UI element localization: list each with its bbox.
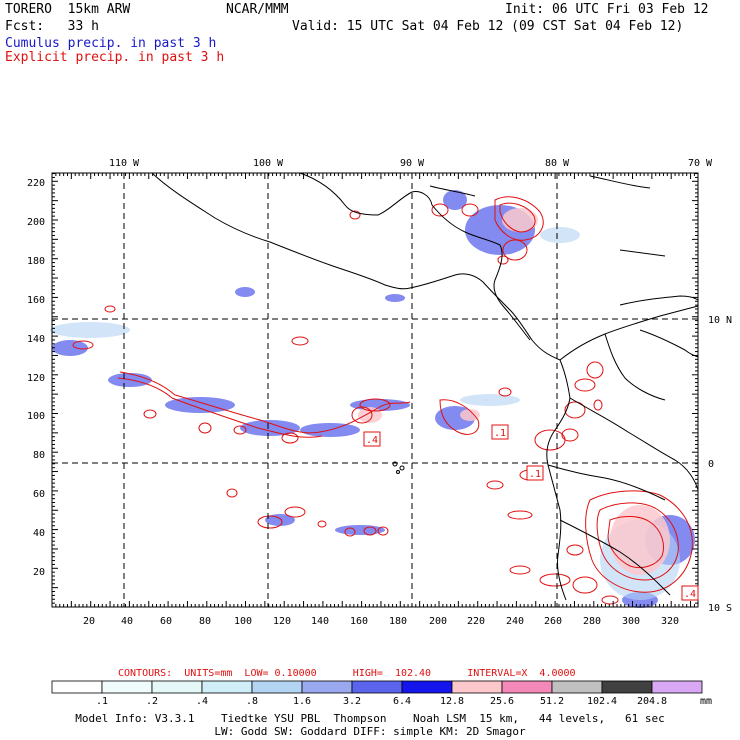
y-tick-label: 160 xyxy=(27,295,45,306)
contour-value-labels: .4 .1 .1 .4 xyxy=(363,424,699,601)
lat-labels: 10 N 0 10 S xyxy=(708,315,732,614)
colorbar-tick-label: 204.8 xyxy=(636,696,668,707)
x-tick-label: 220 xyxy=(467,616,485,627)
x-tick-label: 260 xyxy=(544,616,562,627)
axis-ticks xyxy=(51,173,698,608)
x-tick-label: 60 xyxy=(160,616,172,627)
y-tick-label: 100 xyxy=(27,411,45,422)
x-tick-label: 320 xyxy=(661,616,679,627)
x-tick-label: 100 xyxy=(234,616,252,627)
colorbar-tick-label: 102.4 xyxy=(586,696,618,707)
colorbar-unit: mm xyxy=(699,696,713,707)
colorbar-tick-label: .1 xyxy=(95,696,109,707)
explicit-precip-contours xyxy=(72,196,693,605)
colorbar-tick-label: 6.4 xyxy=(392,696,412,707)
colorbar-swatch xyxy=(201,680,253,694)
lat-label: 0 xyxy=(708,459,714,470)
y-tick-label: 20 xyxy=(33,567,45,578)
y-tick-label: 140 xyxy=(27,334,45,345)
x-tick-label: 280 xyxy=(583,616,601,627)
x-tick-label: 160 xyxy=(350,616,368,627)
colorbar-swatch xyxy=(301,680,353,694)
contour-label: .4 xyxy=(684,589,696,600)
field-cumulus-label: Cumulus precip. in past 3 h xyxy=(5,36,217,51)
y-tick-label: 200 xyxy=(27,217,45,228)
x-tick-label: 240 xyxy=(506,616,524,627)
colorbar-swatch xyxy=(601,680,653,694)
colorbar-swatch xyxy=(51,680,103,694)
y-tick-label: 80 xyxy=(33,450,45,461)
valid-time: Valid: 15 UTC Sat 04 Feb 12 (09 CST Sat … xyxy=(292,19,684,34)
lat-label: 10 N xyxy=(708,315,732,326)
contours-info: CONTOURS: UNITS=mm LOW= 0.10000 HIGH= 10… xyxy=(118,668,576,679)
y-tick-label: 180 xyxy=(27,256,45,267)
colorbar-tick-label: 3.2 xyxy=(342,696,362,707)
lat-label: 10 S xyxy=(708,603,732,614)
colorbar-swatch xyxy=(501,680,553,694)
lon-label: 100 W xyxy=(253,158,284,169)
colorbar-tick-label: 1.6 xyxy=(292,696,312,707)
colorbar-swatch xyxy=(451,680,503,694)
lon-label: 90 W xyxy=(400,158,425,169)
lon-label: 110 W xyxy=(109,158,140,169)
model-info-line1: Model Info: V3.3.1 Tiedtke YSU PBL Thomp… xyxy=(75,712,665,725)
x-tick-label: 20 xyxy=(83,616,95,627)
x-tick-label: 120 xyxy=(273,616,291,627)
contour-label: .4 xyxy=(366,435,378,446)
y-grid-labels: 20 40 60 80 100 120 140 160 180 200 220 xyxy=(27,178,45,578)
x-tick-label: 300 xyxy=(622,616,640,627)
colorbar-swatch xyxy=(401,680,453,694)
colorbar-tick-label: 25.6 xyxy=(489,696,515,707)
colorbar-swatch xyxy=(351,680,403,694)
x-tick-label: 200 xyxy=(429,616,447,627)
colorbar-tick-label: .2 xyxy=(145,696,159,707)
lon-label: 80 W xyxy=(545,158,570,169)
colorbar-swatch xyxy=(251,680,303,694)
y-tick-label: 40 xyxy=(33,528,45,539)
latlon-grid xyxy=(52,173,698,607)
plot-frame xyxy=(51,172,699,608)
colorbar-tick-label: .4 xyxy=(195,696,209,707)
x-tick-label: 180 xyxy=(389,616,407,627)
contour-label: .1 xyxy=(529,469,541,480)
x-tick-label: 40 xyxy=(121,616,133,627)
explicit-precip-shading xyxy=(358,208,670,575)
colorbar-tick-label: 12.8 xyxy=(439,696,465,707)
lon-label: 70 W xyxy=(688,158,713,169)
colorbar-swatch xyxy=(151,680,203,694)
colorbar-tick-label: 51.2 xyxy=(539,696,565,707)
x-tick-label: 80 xyxy=(199,616,211,627)
y-tick-label: 60 xyxy=(33,489,45,500)
y-tick-label: 120 xyxy=(27,373,45,384)
forecast-hour: Fcst: 33 h xyxy=(5,19,99,34)
colorbar-swatch xyxy=(551,680,603,694)
colorbar-tick-label: .8 xyxy=(245,696,259,707)
model-name: TORERO 15km ARW xyxy=(5,2,131,17)
colorbar xyxy=(51,680,703,694)
x-grid-labels: 20 40 60 80 100 120 140 160 180 200 220 … xyxy=(83,616,679,627)
contour-label: .1 xyxy=(494,428,506,439)
field-explicit-label: Explicit precip. in past 3 h xyxy=(5,50,225,65)
init-time: Init: 06 UTC Fri 03 Feb 12 xyxy=(505,2,709,17)
model-info-line2: LW: Godd SW: Goddard DIFF: simple KM: 2D… xyxy=(214,725,526,738)
org-label: NCAR/MMM xyxy=(226,2,289,17)
x-tick-label: 140 xyxy=(311,616,329,627)
colorbar-swatch xyxy=(651,680,703,694)
y-tick-label: 220 xyxy=(27,178,45,189)
colorbar-swatch xyxy=(101,680,153,694)
lon-labels: 110 W 100 W 90 W 80 W 70 W xyxy=(109,158,713,169)
